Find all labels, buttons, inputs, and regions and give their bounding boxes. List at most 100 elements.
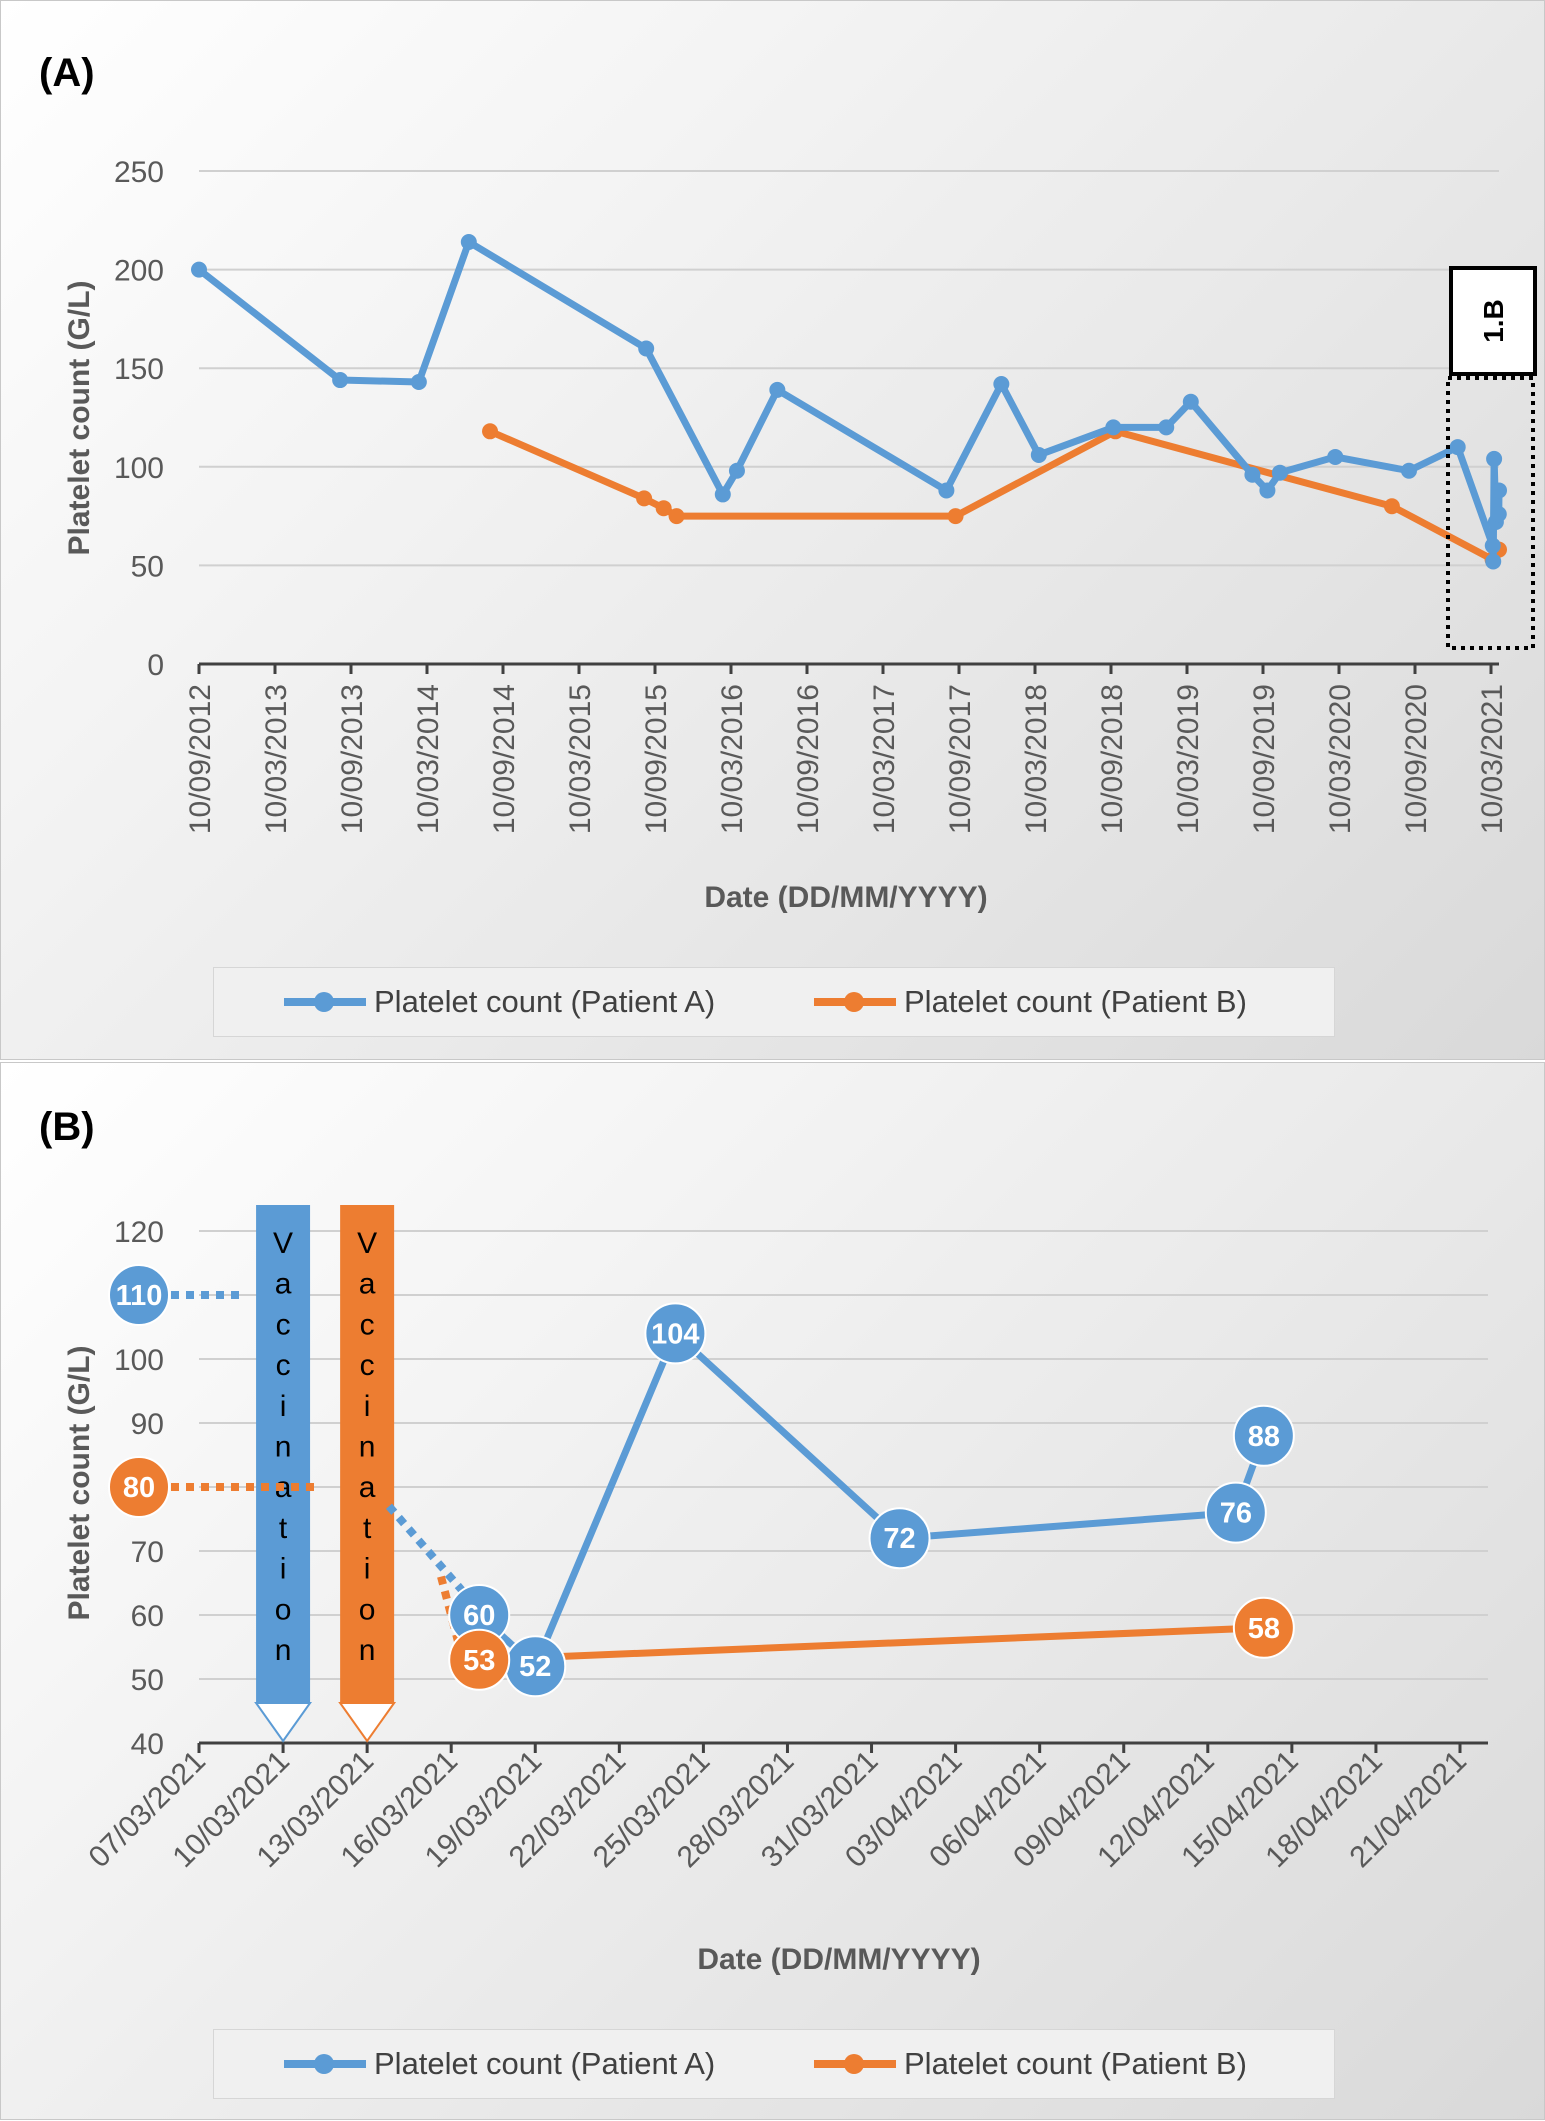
legend-a: Platelet count (Patient A) Platelet coun…: [213, 967, 1335, 1037]
baseline-patient-a-value-label: 110: [116, 1280, 163, 1312]
legend-b: Platelet count (Patient A) Platelet coun…: [213, 2029, 1335, 2099]
series-patient-a-point: [1486, 450, 1503, 467]
vaccination-bar: [340, 1205, 395, 1703]
panel-a: (A) 0 50 100 150 200 250 10/09/2012 10/03/2013 1…: [0, 0, 1545, 1060]
panel-b-label: (B): [39, 1105, 95, 1149]
legend-a-swatch-patient-b: [814, 992, 896, 1012]
y-tick-label: 40: [131, 1728, 164, 1761]
patient-a-point-5-bubble: [1232, 1404, 1295, 1467]
series-patient-a-point: [638, 340, 655, 357]
patient-a-point-5-value-label: 88: [1248, 1421, 1280, 1453]
x-axis-title: Date (DD/MM/YYYY): [704, 881, 987, 914]
series-patient-a-point: [1259, 482, 1276, 499]
x-axis-title: Date (DD/MM/YYYY): [697, 1943, 980, 1976]
patient-b-point-1-value-label: 58: [1248, 1613, 1280, 1645]
y-tick-label: 200: [114, 255, 164, 288]
y-tick-label: 100: [114, 1344, 164, 1377]
x-tick-label: 10/09/2014: [488, 684, 521, 834]
post-vaccination-connector-patient-a: [385, 1503, 475, 1604]
y-axis-title: Platelet count (G/L): [63, 1345, 96, 1620]
patient-a-point-2-bubble: [644, 1302, 707, 1365]
series-patient-b-line: [479, 1624, 1264, 1664]
legend-a-item-patient-a: Platelet count (Patient A): [284, 968, 715, 1036]
series-patient-a-point: [993, 375, 1010, 392]
y-tick-label: 60: [131, 1600, 164, 1633]
series-patient-a-point: [1400, 462, 1417, 479]
panel-a-label: (A): [39, 51, 95, 95]
patient-a-point-4-bubble: [1204, 1481, 1267, 1544]
y-tick-label: 70: [131, 1536, 164, 1569]
x-tick-label: 10/03/2019: [1172, 684, 1205, 834]
legend-b-swatch-patient-b: [814, 2054, 896, 2074]
x-tick-label: 10/09/2018: [1096, 684, 1129, 834]
patient-a-point-1-value-label: 52: [519, 1651, 551, 1683]
series-patient-a-point: [1327, 448, 1344, 465]
x-tick-label: 10/03/2014: [412, 684, 445, 834]
series-patient-a-point: [1271, 464, 1288, 481]
legend-b-label-patient-b: Platelet count (Patient B): [904, 2046, 1247, 2081]
series-patient-a-point: [460, 233, 477, 250]
y-tick-label: 250: [114, 156, 164, 189]
series-patient-a-point: [410, 374, 427, 391]
chart-b: 40506070809010011012007/03/202110/03/202…: [63, 1205, 1488, 1976]
series-patient-a-point: [938, 482, 955, 499]
baseline-patient-b-value-label: 80: [123, 1472, 155, 1504]
panel-b: (B) 40506070809010011012007/03/202110/03…: [0, 1062, 1545, 2120]
x-tick-label: 10/09/2017: [944, 684, 977, 834]
zoom-label-box: [1449, 266, 1537, 376]
series-patient-b-point: [482, 423, 499, 440]
legend-b-item-patient-a: Platelet count (Patient A): [284, 2030, 715, 2098]
legend-a-swatch-patient-a: [284, 992, 366, 1012]
zoom-region-dotted-box: [1446, 376, 1535, 650]
x-tick-label: 10/03/2020: [1324, 684, 1357, 834]
series-patient-a-point: [1030, 446, 1047, 463]
y-tick-label: 50: [131, 1664, 164, 1697]
series-patient-a-point: [1105, 419, 1122, 436]
series-patient-a-point: [1182, 393, 1199, 410]
legend-a-label-patient-b: Platelet count (Patient B): [904, 984, 1247, 1019]
legend-b-item-patient-b: Platelet count (Patient B): [814, 2030, 1247, 2098]
series-patient-b-point: [655, 500, 672, 517]
series-patient-b-point: [636, 490, 653, 507]
patient-b-point-0-value-label: 53: [463, 1645, 495, 1677]
x-tick-label: 10/03/2015: [564, 684, 597, 834]
x-tick-label: 10/09/2012: [184, 684, 217, 834]
series-patient-a-point: [191, 261, 207, 278]
zoom-label-text: 1.B: [1478, 299, 1509, 343]
series-patient-a-point: [1491, 482, 1507, 499]
series-patient-b-point: [947, 508, 964, 525]
x-tick-label: 10/03/2021: [1476, 684, 1509, 834]
series-patient-a-point: [1490, 506, 1507, 523]
series-patient-a-point: [1484, 537, 1501, 554]
series-patient-a-point: [769, 381, 786, 398]
series-patient-a-point: [1158, 419, 1175, 436]
series-patient-a-point: [332, 372, 349, 389]
patient-b-point-1-bubble: [1232, 1596, 1295, 1659]
y-tick-label: 120: [114, 1216, 164, 1249]
patient-a-point-3-bubble: [868, 1507, 931, 1570]
x-tick-label: 10/03/2013: [260, 684, 293, 834]
series-patient-a-point: [1485, 553, 1502, 570]
x-tick-label: 10/03/2017: [868, 684, 901, 834]
vaccination-pointer: [254, 1702, 313, 1743]
chart-a: 0 50 100 150 200 250 10/09/2012 10/03/2013 10/09…: [63, 156, 1537, 914]
x-tick-label: 10/03/2018: [1020, 684, 1053, 834]
x-tick-label: 10/09/2015: [640, 684, 673, 834]
vaccination-pointer: [338, 1702, 397, 1743]
legend-a-label-patient-a: Platelet count (Patient A): [374, 984, 716, 1019]
x-tick-label: 10/09/2019: [1248, 684, 1281, 834]
baseline-patient-a-bubble: [108, 1264, 170, 1326]
patient-a-point-2-value-label: 104: [651, 1318, 699, 1350]
x-tick-label: 10/09/2013: [336, 684, 369, 834]
x-tick-label: 10/09/2016: [792, 684, 825, 834]
series-patient-a-point: [1244, 466, 1261, 483]
y-tick-label: 50: [131, 550, 164, 583]
y-tick-label: 100: [114, 452, 164, 485]
x-tick-label: 10/03/2016: [716, 684, 749, 834]
patient-a-point-4-value-label: 76: [1220, 1498, 1252, 1530]
legend-b-swatch-patient-a: [284, 2054, 366, 2074]
legend-a-item-patient-b: Platelet count (Patient B): [814, 968, 1247, 1036]
